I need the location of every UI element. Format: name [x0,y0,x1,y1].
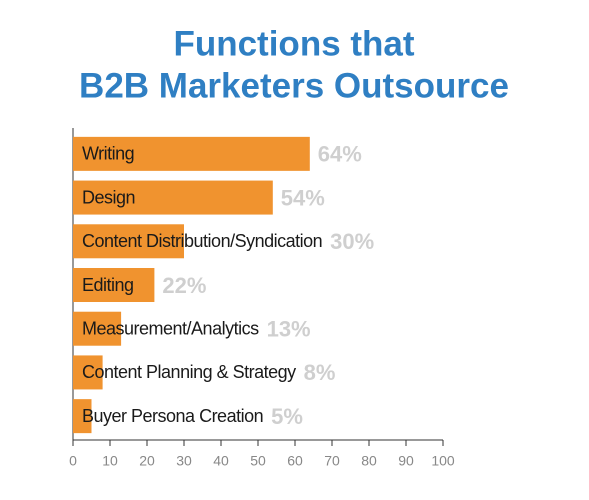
bar [73,224,184,259]
value-label: 13% [267,317,311,342]
value-label: 8% [304,360,336,385]
bar [73,399,92,434]
value-label: 5% [271,404,303,429]
x-tick-label: 10 [102,453,118,469]
x-tick-label: 50 [250,453,266,469]
category-label: Measurement/Analytics [82,318,259,338]
x-tick-label: 30 [176,453,192,469]
value-label: 64% [318,142,362,167]
value-label: 54% [281,185,325,210]
x-tick-label: 40 [213,453,229,469]
chart-title: B2B Marketers Outsource [79,66,509,105]
category-label: Buyer Persona Creation [82,406,263,426]
value-label: 22% [162,273,206,298]
bar [73,268,155,302]
category-label: Content Planning & Strategy [82,362,296,382]
x-tick-label: 70 [324,453,340,469]
x-tick-label: 0 [69,453,77,469]
category-label: Design [82,187,135,207]
bar [73,311,122,346]
bar [73,136,310,171]
x-tick-label: 90 [398,453,414,469]
x-tick-label: 20 [139,453,155,469]
chart-title: Functions that [173,24,414,63]
category-label: Content Distribution/Syndication [82,231,322,251]
bar [73,355,103,390]
x-tick-label: 60 [287,453,303,469]
x-tick-label: 100 [431,453,455,469]
category-label: Editing [82,275,134,295]
bar [73,180,273,215]
x-tick-label: 80 [361,453,377,469]
value-label: 30% [330,229,374,254]
category-label: Writing [82,144,134,164]
